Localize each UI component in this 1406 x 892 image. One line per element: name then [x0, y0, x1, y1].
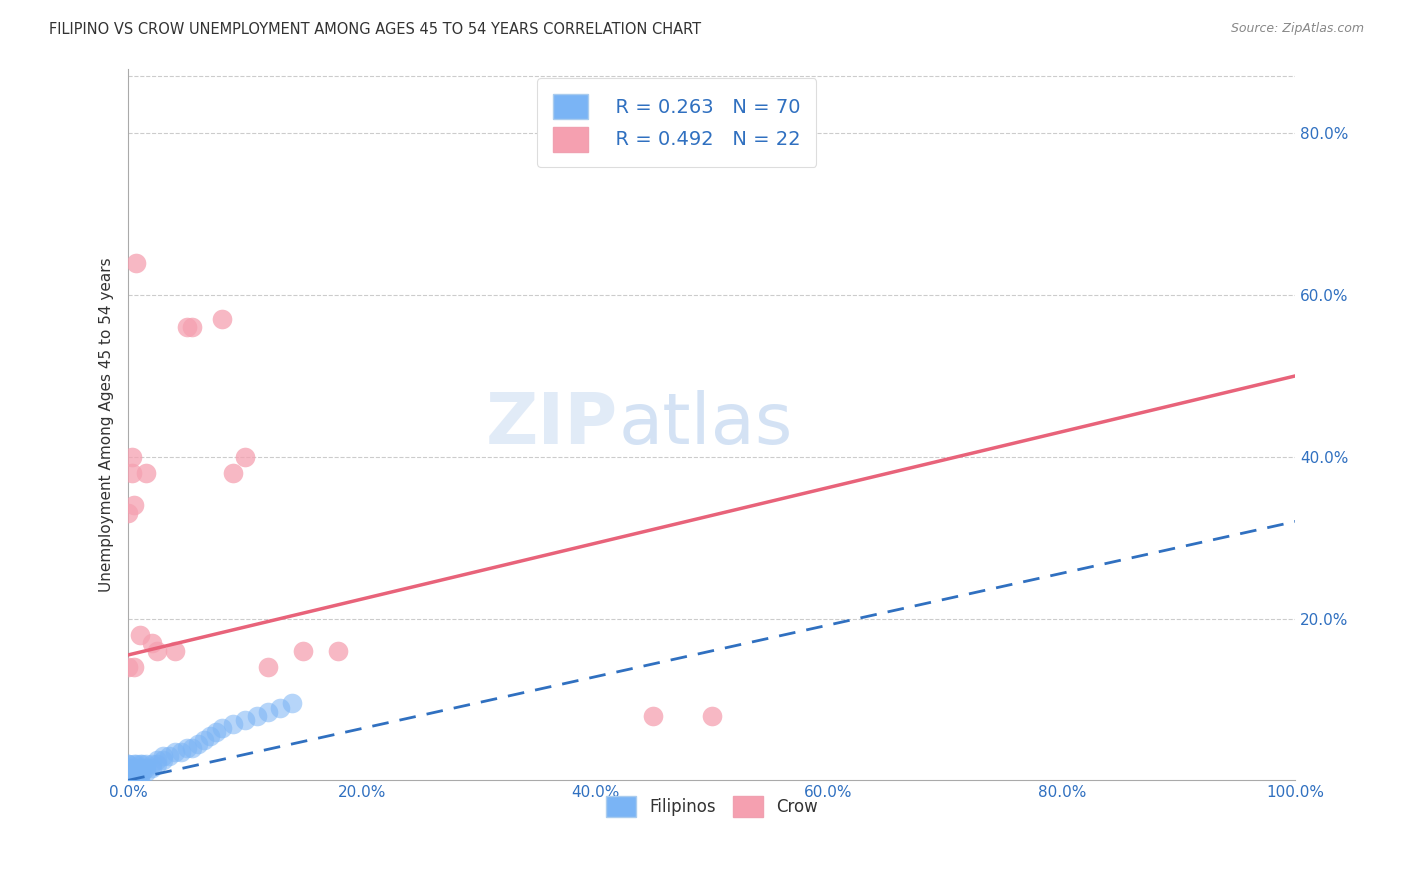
Point — [269, 700, 291, 714]
Point — [122, 773, 145, 788]
Point — [117, 773, 139, 788]
Point — [122, 769, 145, 783]
Point — [176, 320, 198, 334]
Point — [135, 757, 157, 772]
Point — [125, 765, 148, 780]
Point — [129, 773, 152, 788]
Point — [117, 773, 139, 788]
Point — [129, 769, 152, 783]
Point — [121, 769, 143, 783]
Point — [117, 773, 139, 788]
Point — [146, 644, 169, 658]
Point — [122, 757, 145, 772]
Point — [117, 773, 139, 788]
Point — [117, 769, 139, 783]
Point — [117, 660, 139, 674]
Point — [131, 761, 153, 775]
Point — [117, 765, 139, 780]
Point — [121, 466, 143, 480]
Point — [125, 757, 148, 772]
Point — [122, 660, 145, 674]
Point — [176, 741, 198, 756]
Point — [328, 644, 350, 658]
Point — [141, 636, 163, 650]
Point — [125, 761, 148, 775]
Point — [121, 765, 143, 780]
Point — [122, 498, 145, 512]
Point — [121, 769, 143, 783]
Point — [117, 773, 139, 788]
Point — [117, 773, 139, 788]
Point — [122, 769, 145, 783]
Point — [204, 724, 226, 739]
Point — [643, 708, 665, 723]
Point — [125, 255, 148, 269]
Point — [117, 773, 139, 788]
Y-axis label: Unemployment Among Ages 45 to 54 years: Unemployment Among Ages 45 to 54 years — [100, 257, 114, 591]
Text: ZIP: ZIP — [486, 390, 619, 458]
Point — [141, 757, 163, 772]
Point — [211, 312, 233, 326]
Point — [152, 749, 174, 764]
Point — [117, 765, 139, 780]
Point — [211, 721, 233, 735]
Point — [246, 708, 269, 723]
Point — [131, 765, 153, 780]
Point — [163, 745, 186, 759]
Point — [125, 769, 148, 783]
Point — [152, 753, 174, 767]
Point — [129, 765, 152, 780]
Point — [117, 765, 139, 780]
Point — [117, 761, 139, 775]
Point — [233, 713, 256, 727]
Point — [121, 765, 143, 780]
Point — [121, 773, 143, 788]
Point — [257, 660, 280, 674]
Text: atlas: atlas — [619, 390, 793, 458]
Point — [117, 769, 139, 783]
Point — [129, 628, 152, 642]
Point — [198, 729, 221, 743]
Point — [121, 773, 143, 788]
Point — [117, 757, 139, 772]
Text: FILIPINO VS CROW UNEMPLOYMENT AMONG AGES 45 TO 54 YEARS CORRELATION CHART: FILIPINO VS CROW UNEMPLOYMENT AMONG AGES… — [49, 22, 702, 37]
Point — [292, 644, 315, 658]
Point — [117, 757, 139, 772]
Legend: Filipinos, Crow: Filipinos, Crow — [598, 788, 827, 825]
Point — [117, 769, 139, 783]
Point — [129, 761, 152, 775]
Point — [700, 708, 723, 723]
Point — [117, 773, 139, 788]
Point — [193, 732, 215, 747]
Point — [187, 737, 209, 751]
Point — [117, 507, 139, 521]
Point — [181, 741, 204, 756]
Point — [163, 644, 186, 658]
Point — [222, 716, 245, 731]
Point — [135, 466, 157, 480]
Point — [117, 773, 139, 788]
Point — [131, 757, 153, 772]
Point — [121, 761, 143, 775]
Point — [233, 450, 256, 464]
Point — [129, 757, 152, 772]
Point — [135, 761, 157, 775]
Point — [122, 761, 145, 775]
Point — [170, 745, 193, 759]
Point — [146, 753, 169, 767]
Point — [181, 320, 204, 334]
Point — [121, 450, 143, 464]
Point — [122, 765, 145, 780]
Text: Source: ZipAtlas.com: Source: ZipAtlas.com — [1230, 22, 1364, 36]
Point — [135, 765, 157, 780]
Point — [141, 761, 163, 775]
Point — [222, 466, 245, 480]
Point — [280, 697, 302, 711]
Point — [257, 705, 280, 719]
Point — [146, 757, 169, 772]
Point — [117, 773, 139, 788]
Point — [157, 749, 180, 764]
Point — [117, 761, 139, 775]
